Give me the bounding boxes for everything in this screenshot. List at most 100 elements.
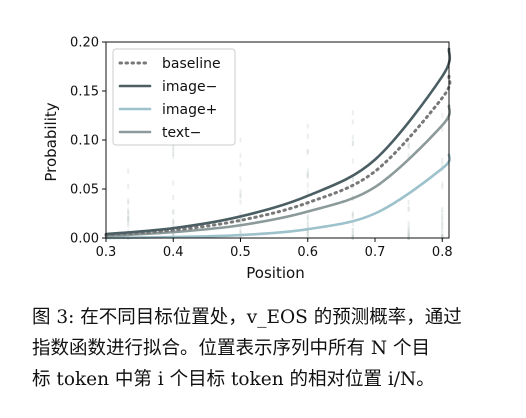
- scatter-point: [172, 151, 175, 157]
- scatter-point: [441, 233, 444, 239]
- scatter-point: [441, 231, 444, 237]
- scatter-point: [441, 234, 444, 240]
- x-tick-label: 0.4: [163, 245, 184, 260]
- scatter-point: [407, 140, 410, 146]
- scatter-point: [239, 137, 242, 143]
- scatter-point: [441, 210, 444, 216]
- x-tick-label: 0.6: [297, 245, 318, 260]
- scatter-point: [172, 209, 175, 215]
- y-tick-label: 0.05: [70, 183, 99, 198]
- scatter-point: [127, 210, 130, 216]
- figure-caption: 图 3: 在不同目标位置处，v_EOS 的预测概率，通过 指数函数进行拟合。位置…: [32, 302, 516, 395]
- scatter-point: [441, 161, 444, 167]
- legend: baseline image− image+ text−: [112, 48, 236, 146]
- y-tick-label: 0.10: [70, 134, 99, 149]
- scatter-point: [441, 215, 444, 221]
- scatter-point: [306, 214, 309, 220]
- scatter-point: [407, 233, 410, 239]
- scatter-point: [351, 212, 354, 218]
- scatter-point: [351, 232, 354, 238]
- scatter-point: [239, 176, 242, 182]
- scatter-point: [239, 193, 242, 199]
- series-line-imageminus: [104, 47, 452, 236]
- scatter-point: [239, 234, 242, 240]
- scatter-point: [127, 216, 130, 222]
- scatter-point: [351, 228, 354, 234]
- scatter-point: [239, 152, 242, 158]
- scatter-point: [407, 143, 410, 149]
- scatter-point: [351, 210, 354, 216]
- scatter-point: [407, 229, 410, 235]
- scatter-point: [441, 206, 444, 212]
- scatter-point: [172, 194, 175, 200]
- caption-line-3: 标 token 中第 i 个目标 token 的相对位置 i/N。: [32, 369, 435, 390]
- scatter-point: [351, 119, 354, 125]
- scatter-point: [441, 221, 444, 227]
- legend-label: text−: [162, 125, 201, 141]
- scatter-point: [306, 219, 309, 225]
- scatter-point: [127, 222, 130, 228]
- scatter-point: [306, 190, 309, 196]
- scatter-point: [172, 232, 175, 238]
- scatter-point: [351, 234, 354, 240]
- x-tick-label: 0.7: [365, 245, 386, 260]
- scatter-point: [351, 175, 354, 181]
- scatter-point: [306, 172, 309, 178]
- scatter-point: [407, 225, 410, 231]
- probability-chart: 0.3 0.4 0.5 0.6 0.7 0.8 0.00 0.05 0.10 0.15 0.20 Po…: [42, 36, 453, 283]
- scatter-point: [239, 230, 242, 236]
- scatter-point: [306, 149, 309, 155]
- scatter-point: [351, 233, 354, 239]
- scatter-point: [172, 220, 175, 226]
- legend-label: image+: [162, 102, 217, 118]
- scatter-point: [172, 148, 175, 154]
- scatter-point: [127, 215, 130, 221]
- caption-line-1: 图 3: 在不同目标位置处，v_EOS 的预测概率，通过: [32, 307, 462, 328]
- scatter-point: [306, 133, 309, 139]
- scatter-point: [351, 141, 354, 147]
- scatter-point: [306, 171, 309, 177]
- scatter-point: [306, 215, 309, 221]
- scatter-point: [172, 180, 175, 186]
- scatter-point: [407, 232, 410, 238]
- scatter-point: [127, 210, 130, 216]
- scatter-point: [306, 225, 309, 231]
- scatter-point: [239, 220, 242, 226]
- scatter-point: [441, 234, 444, 240]
- scatter-point: [351, 213, 354, 219]
- scatter-point: [441, 184, 444, 190]
- scatter-point: [172, 231, 175, 237]
- scatter-point: [441, 219, 444, 225]
- scatter-point: [407, 205, 410, 211]
- scatter-point: [441, 112, 444, 118]
- scatter-point: [127, 207, 130, 213]
- scatter-point: [306, 228, 309, 234]
- scatter-point: [306, 233, 309, 239]
- x-tick-label: 0.8: [432, 245, 453, 260]
- scatter-point: [239, 230, 242, 236]
- legend-label: baseline: [162, 56, 221, 72]
- scatter-point: [127, 220, 130, 226]
- scatter-point: [441, 126, 444, 132]
- scatter-point: [407, 234, 410, 240]
- scatter-point: [441, 234, 444, 240]
- scatter-point: [407, 143, 410, 149]
- scatter-point: [407, 229, 410, 235]
- scatter-point: [441, 227, 444, 233]
- scatter-point: [239, 199, 242, 205]
- scatter-point: [407, 234, 410, 240]
- scatter-point: [351, 134, 354, 140]
- scatter-point: [127, 216, 130, 222]
- scatter-point: [306, 234, 309, 240]
- scatter-point: [306, 168, 309, 174]
- y-axis-label: Probability: [42, 102, 60, 181]
- scatter-point: [407, 233, 410, 239]
- scatter-point: [172, 233, 175, 239]
- scatter-point: [306, 222, 309, 228]
- legend-label: image−: [162, 79, 217, 95]
- y-tick-label: 0.00: [70, 232, 99, 247]
- axes: 0.3 0.4 0.5 0.6 0.7 0.8 0.00 0.05 0.10 0.15 0.20 Po…: [42, 36, 453, 283]
- scatter-point: [239, 219, 242, 225]
- scatter-point: [172, 218, 175, 224]
- scatter-point: [172, 153, 175, 159]
